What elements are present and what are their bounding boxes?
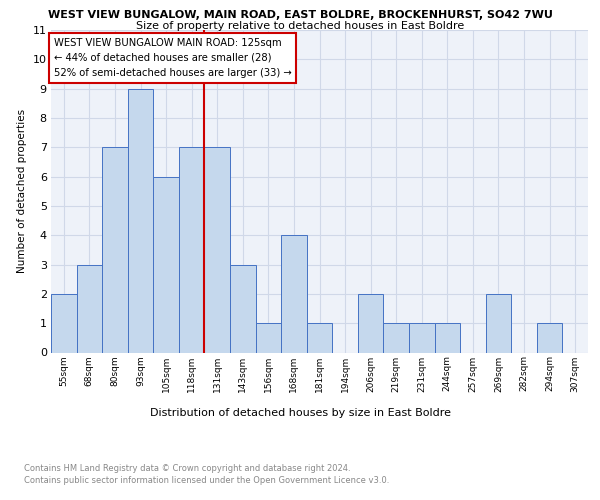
Bar — [230, 264, 256, 352]
Text: Contains HM Land Registry data © Crown copyright and database right 2024.: Contains HM Land Registry data © Crown c… — [24, 464, 350, 473]
Text: Distribution of detached houses by size in East Boldre: Distribution of detached houses by size … — [149, 408, 451, 418]
Text: WEST VIEW BUNGALOW, MAIN ROAD, EAST BOLDRE, BROCKENHURST, SO42 7WU: WEST VIEW BUNGALOW, MAIN ROAD, EAST BOLD… — [47, 10, 553, 20]
Bar — [537, 323, 562, 352]
Bar — [409, 323, 434, 352]
Bar — [128, 88, 153, 352]
Bar — [102, 148, 128, 352]
Text: WEST VIEW BUNGALOW MAIN ROAD: 125sqm
← 44% of detached houses are smaller (28)
5: WEST VIEW BUNGALOW MAIN ROAD: 125sqm ← 4… — [53, 38, 292, 78]
Bar — [281, 235, 307, 352]
Text: Size of property relative to detached houses in East Boldre: Size of property relative to detached ho… — [136, 21, 464, 31]
Bar — [486, 294, 511, 352]
Bar — [51, 294, 77, 352]
Bar — [77, 264, 102, 352]
Bar — [434, 323, 460, 352]
Bar — [307, 323, 332, 352]
Y-axis label: Number of detached properties: Number of detached properties — [17, 109, 27, 274]
Bar — [205, 148, 230, 352]
Bar — [358, 294, 383, 352]
Bar — [153, 176, 179, 352]
Bar — [383, 323, 409, 352]
Bar — [179, 148, 205, 352]
Text: Contains public sector information licensed under the Open Government Licence v3: Contains public sector information licen… — [24, 476, 389, 485]
Bar — [256, 323, 281, 352]
